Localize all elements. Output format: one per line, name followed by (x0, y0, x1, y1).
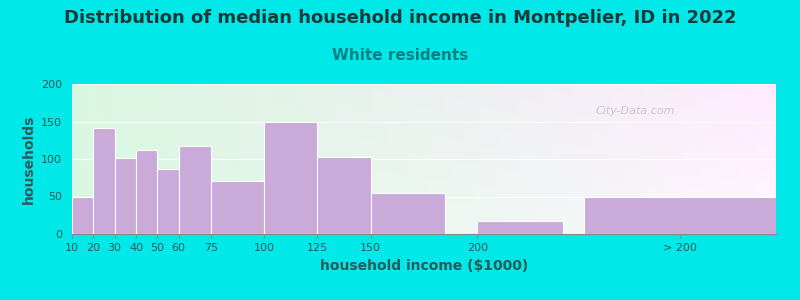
Bar (478, 220, 562, 234)
Bar (318, 157, 370, 234)
Text: Distribution of median household income in Montpelier, ID in 2022: Distribution of median household income … (64, 9, 736, 27)
Bar (72, 196, 94, 234)
Bar (158, 169, 178, 234)
Bar (210, 181, 264, 234)
Bar (370, 193, 446, 234)
Bar (264, 122, 318, 234)
X-axis label: household income ($1000): household income ($1000) (320, 259, 528, 273)
Bar (136, 150, 158, 234)
Text: White residents: White residents (332, 48, 468, 63)
Text: City-Data.com: City-Data.com (595, 106, 675, 116)
Bar (584, 196, 776, 234)
Y-axis label: households: households (22, 114, 35, 204)
Bar (114, 158, 136, 234)
Bar (178, 146, 210, 234)
Bar (94, 128, 114, 234)
